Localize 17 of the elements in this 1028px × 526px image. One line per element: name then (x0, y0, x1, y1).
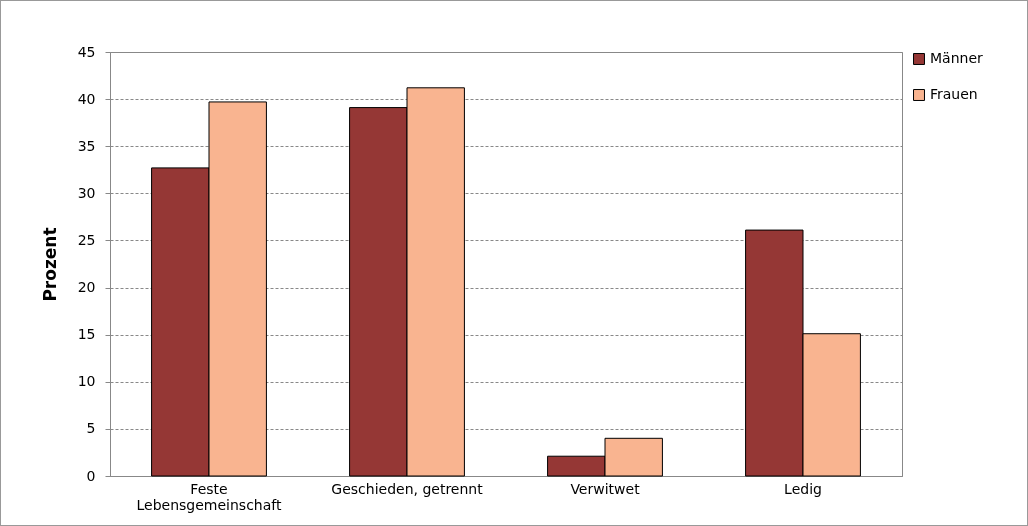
y-tick-label: 45 (77, 43, 96, 60)
y-tick-label: 5 (86, 420, 96, 437)
y-tick-label: 20 (77, 279, 96, 296)
y-tick-label: 15 (77, 326, 96, 343)
x-tick-label: Feste Lebensgemeinschaft (136, 480, 282, 513)
y-tick-label: 35 (77, 137, 96, 154)
y-axis-title: Prozent (39, 227, 60, 302)
y-tick-label: 0 (86, 467, 96, 484)
y-tick-label: 10 (77, 373, 96, 390)
y-tick-label: 40 (77, 90, 96, 107)
legend-label: Frauen (930, 86, 978, 102)
x-tick-label: Ledig (784, 480, 822, 497)
x-tick-label: Verwitwet (570, 480, 641, 497)
legend-label: Männer (930, 50, 984, 66)
y-tick-label: 25 (77, 231, 96, 248)
x-tick-label: Geschieden, getrennt (331, 480, 484, 497)
y-tick-label: 30 (77, 184, 96, 201)
